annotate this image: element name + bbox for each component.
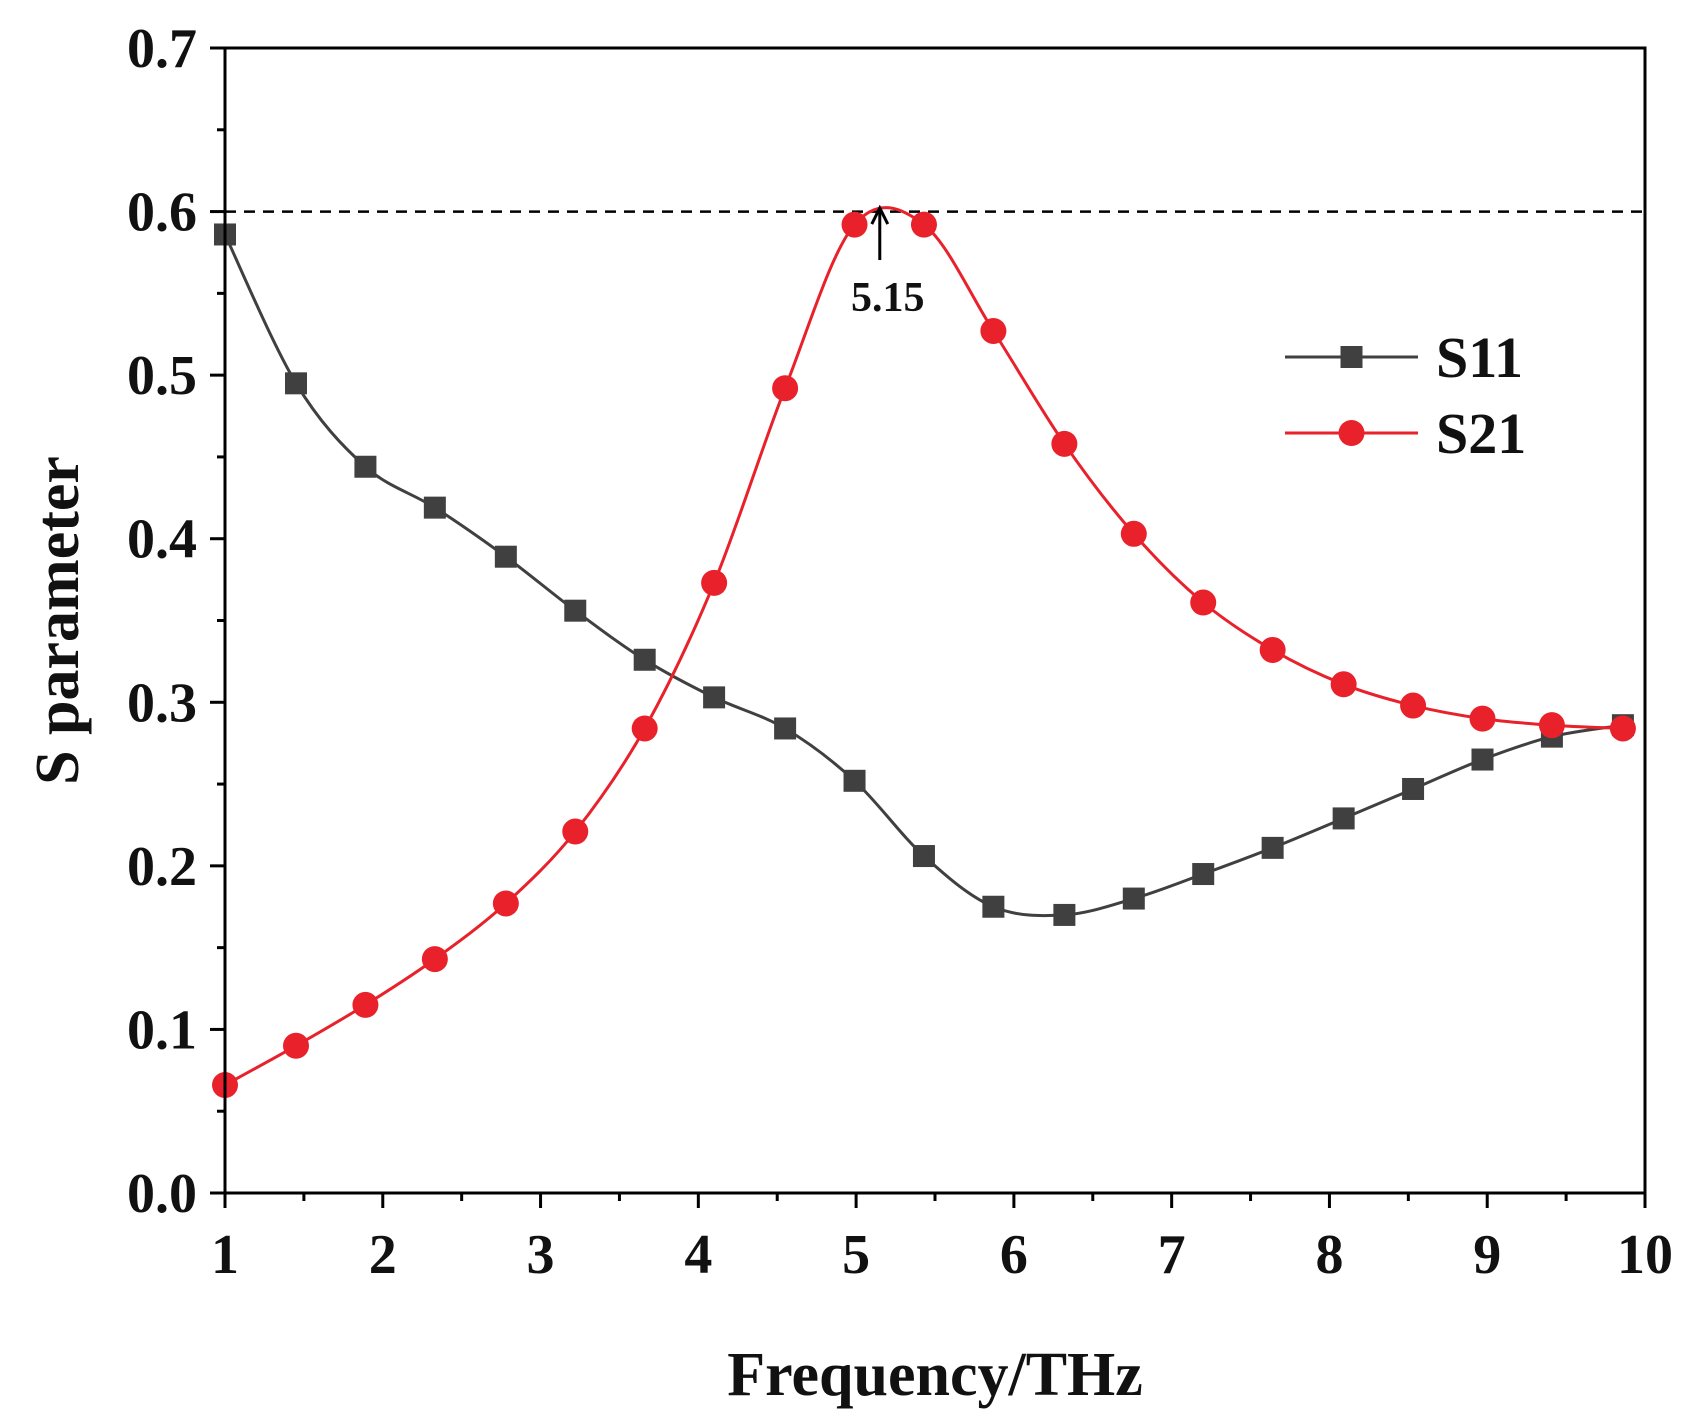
data-point-s21 <box>421 946 448 973</box>
data-point-s11 <box>285 372 307 395</box>
series-group <box>212 206 1636 1099</box>
legend-label-s11: S11 <box>1436 325 1523 390</box>
x-tick-label: 4 <box>684 1224 712 1286</box>
y-tick-label: 0.0 <box>127 1163 197 1225</box>
data-point-s21 <box>1538 712 1565 739</box>
data-point-s21 <box>1190 589 1217 616</box>
data-point-s11 <box>1122 887 1145 910</box>
data-point-s11 <box>1471 748 1494 771</box>
data-point-s11 <box>494 545 517 568</box>
axis-ticks: 1 2 3 4 5 6 7 8 9 10 0.0 0.1 0.2 0.3 0.4 0.5 0.6 0.7 <box>127 18 1673 1286</box>
legend-item-s21: S21 <box>1285 401 1526 466</box>
data-point-s21 <box>1400 692 1427 719</box>
legend-marker-s11 <box>1340 346 1363 368</box>
data-point-s21 <box>283 1032 309 1059</box>
series-s21 <box>212 206 1636 1099</box>
data-point-s11 <box>1332 807 1355 830</box>
data-point-s21 <box>1051 430 1078 457</box>
series-line-s11 <box>223 233 1624 918</box>
data-point-s21 <box>562 818 589 845</box>
data-point-s11 <box>703 686 726 709</box>
x-tick-label: 5 <box>842 1224 870 1286</box>
annotation-group: 5.15 <box>851 204 925 321</box>
y-axis-title: S parameter <box>24 456 92 785</box>
x-tick-label: 8 <box>1315 1224 1343 1286</box>
data-point-s11 <box>1402 777 1425 800</box>
data-point-s21 <box>352 991 379 1018</box>
data-point-s21 <box>631 715 658 742</box>
data-point-s11 <box>982 895 1005 918</box>
data-point-s21 <box>1120 520 1147 547</box>
data-point-s11 <box>354 455 377 478</box>
x-tick-label: 3 <box>527 1224 555 1286</box>
annotation-label: 5.15 <box>851 275 925 321</box>
data-point-s11 <box>423 496 446 519</box>
data-point-s21 <box>492 890 519 917</box>
data-point-s21 <box>1259 636 1286 663</box>
x-tick-label: 6 <box>1000 1224 1028 1286</box>
annotation-arrowhead <box>870 204 890 225</box>
x-tick-label: 1 <box>211 1224 239 1286</box>
data-point-s21 <box>980 317 1007 344</box>
plot-frame <box>223 46 1647 1195</box>
data-point-s21 <box>1469 705 1496 732</box>
data-point-s21 <box>701 569 728 596</box>
legend-label-s21: S21 <box>1436 401 1526 466</box>
data-point-s11 <box>564 599 587 622</box>
data-point-s11 <box>1053 903 1076 926</box>
y-tick-label: 0.2 <box>127 836 197 898</box>
data-point-s11 <box>843 769 866 792</box>
x-tick-label: 2 <box>369 1224 397 1286</box>
x-axis-title: Frequency/THz <box>727 1341 1143 1409</box>
y-tick-label: 0.3 <box>127 672 197 734</box>
legend-marker-s21 <box>1338 420 1365 446</box>
legend-item-s11: S11 <box>1285 325 1523 390</box>
x-tick-label: 9 <box>1473 1224 1501 1286</box>
x-tick-label: 7 <box>1158 1224 1186 1286</box>
data-point-s21 <box>1330 671 1357 698</box>
data-point-s11 <box>1261 836 1284 859</box>
x-tick-label: 10 <box>1617 1224 1673 1286</box>
y-tick-label: 0.7 <box>127 18 197 80</box>
data-point-s21 <box>772 375 799 402</box>
y-tick-label: 0.4 <box>127 509 197 571</box>
data-point-s21 <box>1609 715 1636 742</box>
y-tick-label: 0.6 <box>127 182 197 244</box>
y-tick-label: 0.1 <box>127 999 197 1061</box>
y-tick-label: 0.5 <box>127 345 197 407</box>
data-point-s11 <box>633 648 656 671</box>
series-s11 <box>214 223 1634 926</box>
data-point-s11 <box>1192 863 1215 886</box>
data-point-s11 <box>774 717 797 740</box>
data-point-s21 <box>841 211 868 238</box>
data-point-s11 <box>912 845 935 868</box>
data-point-s21 <box>910 211 937 238</box>
